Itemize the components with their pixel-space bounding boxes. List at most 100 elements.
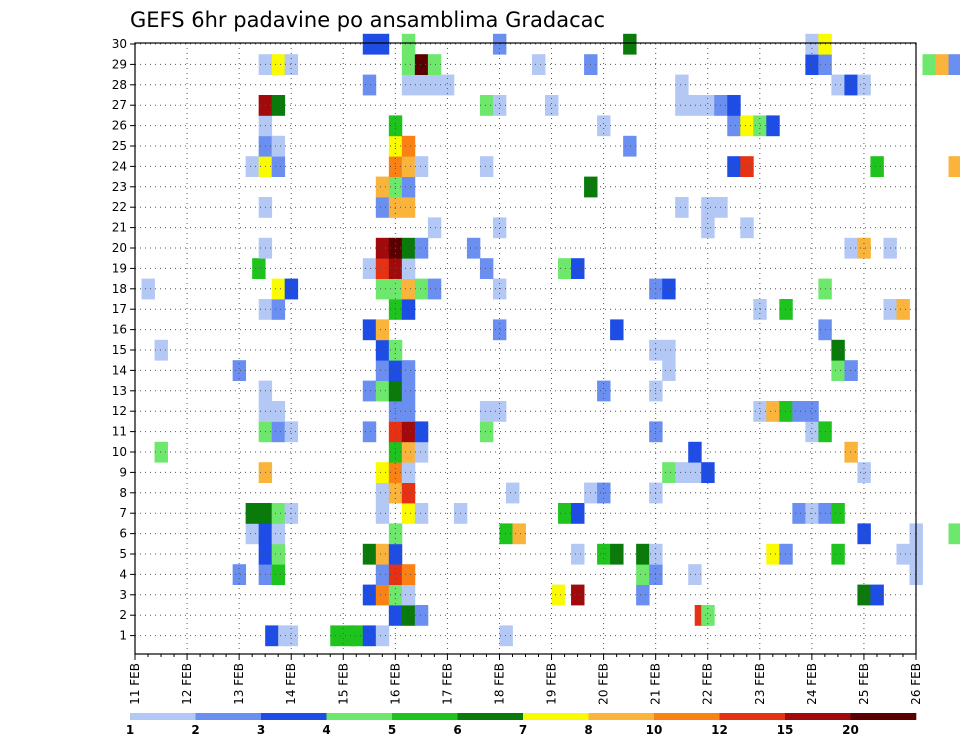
- heatmap-cell: [610, 319, 624, 341]
- heatmap-cell: [492, 33, 507, 55]
- legend-label: 8: [584, 723, 592, 737]
- heatmap-cell: [401, 176, 416, 198]
- heatmap-cell: [284, 54, 299, 75]
- heatmap-cell: [401, 503, 416, 524]
- heatmap-cell: [857, 462, 871, 483]
- legend-label: 1: [126, 723, 134, 737]
- heatmap-cell: [440, 74, 455, 96]
- y-tick-label: 23: [112, 180, 127, 194]
- heatmap-cell: [805, 421, 819, 443]
- heatmap-cell: [375, 543, 390, 565]
- heatmap-cell: [271, 503, 286, 524]
- y-axis: 1234567891011121314151617181920212223242…: [112, 37, 135, 643]
- heatmap-cell: [401, 237, 416, 259]
- y-tick-label: 29: [112, 57, 127, 71]
- heatmap-cell: [271, 278, 286, 300]
- legend-label: 4: [322, 723, 330, 737]
- x-tick-label: 16 FEB: [388, 663, 402, 705]
- heatmap-cell: [948, 523, 960, 545]
- heatmap-cell: [401, 258, 416, 279]
- legend-swatch: [719, 713, 786, 720]
- heatmap-cell: [271, 299, 286, 320]
- legend-label: 7: [519, 723, 527, 737]
- heatmap-cell: [375, 462, 390, 483]
- heatmap-cell: [636, 543, 650, 565]
- heatmap-cell: [401, 462, 416, 483]
- heatmap-cell: [271, 135, 286, 157]
- x-tick-label: 17 FEB: [440, 663, 454, 705]
- heatmap-cell: [330, 625, 344, 647]
- legend-label: 6: [453, 723, 461, 737]
- heatmap-cell: [512, 523, 526, 545]
- heatmap-cell: [245, 156, 260, 177]
- heatmap-cell: [414, 441, 429, 463]
- heatmap-cell: [375, 339, 390, 361]
- heatmap-cell: [870, 584, 884, 606]
- y-tick-label: 18: [112, 282, 127, 296]
- heatmap-cell: [401, 584, 416, 606]
- heatmap-cell: [479, 258, 494, 279]
- heatmap-cell: [505, 482, 520, 504]
- heatmap-cell: [375, 33, 390, 55]
- heatmap-cell: [401, 605, 416, 626]
- legend-label: 12: [711, 723, 728, 737]
- y-tick-label: 17: [112, 302, 127, 316]
- heatmap-cell: [571, 503, 585, 524]
- heatmap-cell: [896, 543, 910, 565]
- heatmap-cell: [922, 54, 936, 75]
- heatmap-cell: [948, 54, 960, 75]
- legend-label: 20: [842, 723, 859, 737]
- x-tick-label: 23 FEB: [753, 663, 767, 705]
- heatmap-cell: [479, 156, 494, 177]
- legend-label: 5: [388, 723, 396, 737]
- heatmap-cell: [492, 401, 507, 422]
- heatmap-cell: [597, 380, 611, 402]
- heatmap-cell: [870, 156, 884, 177]
- heatmap-cell: [414, 503, 429, 524]
- heatmap-cell: [623, 135, 637, 157]
- x-tick-label: 24 FEB: [805, 663, 819, 705]
- heatmap-cell: [701, 95, 715, 116]
- heatmap-cell: [844, 441, 858, 463]
- heatmap-cell: [675, 74, 689, 96]
- heatmap-cell: [141, 278, 155, 300]
- y-tick-label: 3: [119, 588, 127, 602]
- heatmap-cell: [375, 380, 390, 402]
- heatmap-cell: [479, 401, 494, 422]
- heatmap-cell: [571, 584, 585, 606]
- heatmap-cell: [675, 197, 689, 218]
- heatmap-cell: [662, 360, 676, 381]
- heatmap-cell: [688, 441, 702, 463]
- heatmap-cell: [688, 95, 702, 116]
- x-tick-label: 15 FEB: [336, 663, 350, 705]
- y-tick-label: 2: [119, 608, 127, 622]
- heatmap-cell: [675, 95, 689, 116]
- y-tick-label: 14: [112, 363, 127, 377]
- x-tick-label: 13 FEB: [232, 663, 246, 705]
- heatmap-cell: [662, 278, 676, 300]
- y-tick-label: 30: [112, 37, 127, 51]
- heatmap-cell: [831, 360, 845, 381]
- heatmap-cell: [401, 54, 416, 75]
- legend-swatch: [326, 713, 393, 720]
- heatmap-cell: [727, 115, 741, 137]
- y-tick-label: 20: [112, 241, 127, 255]
- x-tick-label: 18 FEB: [492, 663, 506, 705]
- heatmap-cell: [571, 543, 585, 565]
- heatmap-cell: [414, 156, 429, 177]
- heatmap-cell: [499, 625, 513, 647]
- heatmap-cell: [492, 217, 507, 239]
- y-tick-label: 19: [112, 261, 127, 275]
- heatmap-cell: [401, 197, 416, 218]
- heatmap-cell: [271, 421, 286, 443]
- heatmap-cell: [792, 503, 806, 524]
- heatmap-cell: [375, 584, 390, 606]
- legend-swatch: [588, 713, 655, 720]
- heatmap-cell: [492, 319, 507, 341]
- legend-swatch: [130, 713, 196, 720]
- y-tick-label: 16: [112, 323, 127, 337]
- heatmap-cell: [362, 543, 377, 565]
- y-tick-label: 28: [112, 78, 127, 92]
- heatmap-cell: [414, 54, 429, 75]
- heatmap-cell: [636, 564, 650, 585]
